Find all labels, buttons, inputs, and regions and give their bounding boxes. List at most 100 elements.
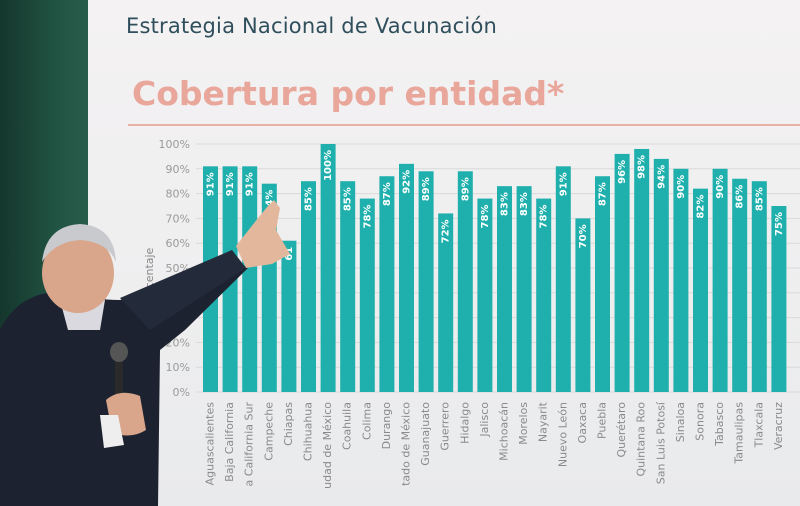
- x-category-label: Veracruz: [772, 402, 785, 450]
- y-tick-label: 70%: [166, 212, 190, 225]
- bar: [673, 168, 689, 392]
- y-axis-label: centaje: [143, 247, 156, 288]
- bar: [555, 166, 571, 392]
- x-category-label: Morelos: [517, 402, 530, 445]
- x-category-label: Quintana Roo: [635, 402, 648, 477]
- microphone: [115, 356, 123, 404]
- title-divider: [128, 124, 800, 126]
- x-category-label: Chiapas: [282, 402, 295, 446]
- bar-value-label: 4%: [264, 190, 275, 207]
- x-category-label: Nayarit: [537, 401, 550, 442]
- bar-value-label: 91%: [206, 172, 217, 196]
- bar: [438, 213, 454, 392]
- bar-value-label: 90%: [676, 175, 687, 199]
- bar-value-label: 100%: [323, 150, 334, 181]
- x-category-label: Michoacán: [498, 402, 511, 461]
- bar: [320, 144, 336, 392]
- bar: [771, 206, 787, 392]
- presenter-suit: [0, 258, 248, 506]
- bar-value-label: 72%: [441, 219, 452, 243]
- bar-value-label: 87%: [598, 182, 609, 206]
- bar: [653, 158, 669, 392]
- bar-value-label: 98%: [637, 155, 648, 179]
- bar: [379, 176, 395, 392]
- bar: [399, 163, 414, 392]
- presenter-hair: [42, 224, 116, 262]
- bar-value-label: 83%: [519, 192, 530, 216]
- x-category-label: Nuevo León: [556, 402, 569, 467]
- x-category-label: Puebla: [596, 402, 609, 439]
- bar: [477, 198, 493, 392]
- y-tick-label: 90%: [166, 163, 190, 176]
- bar-value-label: 85%: [754, 187, 765, 211]
- pointing-hand: [236, 200, 290, 268]
- bar-value-label: 89%: [460, 177, 471, 201]
- x-category-label: Sonora: [694, 402, 707, 441]
- x-category-label: Coahuila: [341, 402, 354, 450]
- x-category-label: Tamaulipas: [733, 402, 746, 465]
- chart-title: Cobertura por entidad*: [132, 74, 565, 113]
- bar: [301, 181, 316, 392]
- bar: [418, 171, 434, 392]
- bar-value-label: 85%: [343, 187, 354, 211]
- y-tick-label: 100%: [159, 138, 190, 151]
- bar: [751, 181, 767, 392]
- x-category-label: Sinaloa: [674, 402, 687, 442]
- x-category-label: Tlaxcala: [752, 402, 765, 448]
- x-axis-labels: Aguascalientes Baja California a Californi…: [204, 401, 785, 489]
- bar-value-label: 75%: [774, 212, 785, 236]
- bar: [536, 198, 552, 392]
- bar-value-label: 78%: [539, 205, 550, 229]
- bar-value-label: 78%: [480, 205, 491, 229]
- shirt-cuff: [100, 415, 124, 448]
- bar-value-label: 85%: [304, 187, 315, 211]
- bar-value-label: 87%: [382, 182, 393, 206]
- bar: [575, 218, 591, 392]
- bar-value-label: 90%: [715, 175, 726, 199]
- bar: [359, 198, 375, 392]
- y-tick-label: 60%: [166, 237, 190, 250]
- x-category-label: Jalisco: [478, 402, 491, 438]
- bar-value-label: 92%: [402, 170, 413, 194]
- presenter-head: [42, 233, 114, 313]
- bar: [457, 171, 473, 392]
- x-category-label: San Luis Potosí: [654, 401, 667, 484]
- bar: [281, 240, 297, 392]
- header-title: Estrategia Nacional de Vacunación: [126, 14, 498, 38]
- bar-value-label: 78%: [362, 205, 373, 229]
- bar-value-label: 83%: [500, 192, 511, 216]
- bar-value-label: 91%: [558, 172, 569, 196]
- bar: [732, 178, 748, 392]
- bar-value-label: 96%: [617, 160, 628, 184]
- bar: [614, 153, 630, 392]
- x-category-label: Hidalgo: [458, 402, 471, 444]
- x-category-label: Durango: [380, 402, 393, 450]
- x-category-label: Guerrero: [439, 402, 452, 451]
- x-category-label: Tabasco: [713, 402, 726, 447]
- x-category-label: tado de México: [400, 402, 413, 486]
- bar: [340, 181, 356, 392]
- y-tick-label: 10%: [166, 361, 190, 374]
- bar: [497, 186, 512, 392]
- y-tick-label: 0%: [173, 386, 190, 399]
- presenter-arm: [120, 250, 246, 330]
- bar-value-label: 82%: [696, 195, 707, 219]
- x-category-label: udad de México: [321, 402, 334, 489]
- x-category-label: Baja California: [223, 402, 236, 482]
- x-category-label: Guanajuato: [419, 402, 432, 466]
- x-category-label: Aguascalientes: [204, 402, 217, 486]
- bar: [712, 168, 728, 392]
- bar: [242, 166, 258, 392]
- microphone-head: [110, 342, 128, 362]
- bar: [693, 188, 708, 392]
- x-category-label: Oaxaca: [576, 402, 589, 443]
- bar: [595, 176, 610, 392]
- bar: [516, 186, 532, 392]
- bar-value-label: 91%: [245, 172, 256, 196]
- bar: [634, 148, 650, 392]
- bar-value-label: 94%: [656, 165, 667, 189]
- bar-value-label: 89%: [421, 177, 432, 201]
- bar-value-label: 70%: [578, 224, 589, 248]
